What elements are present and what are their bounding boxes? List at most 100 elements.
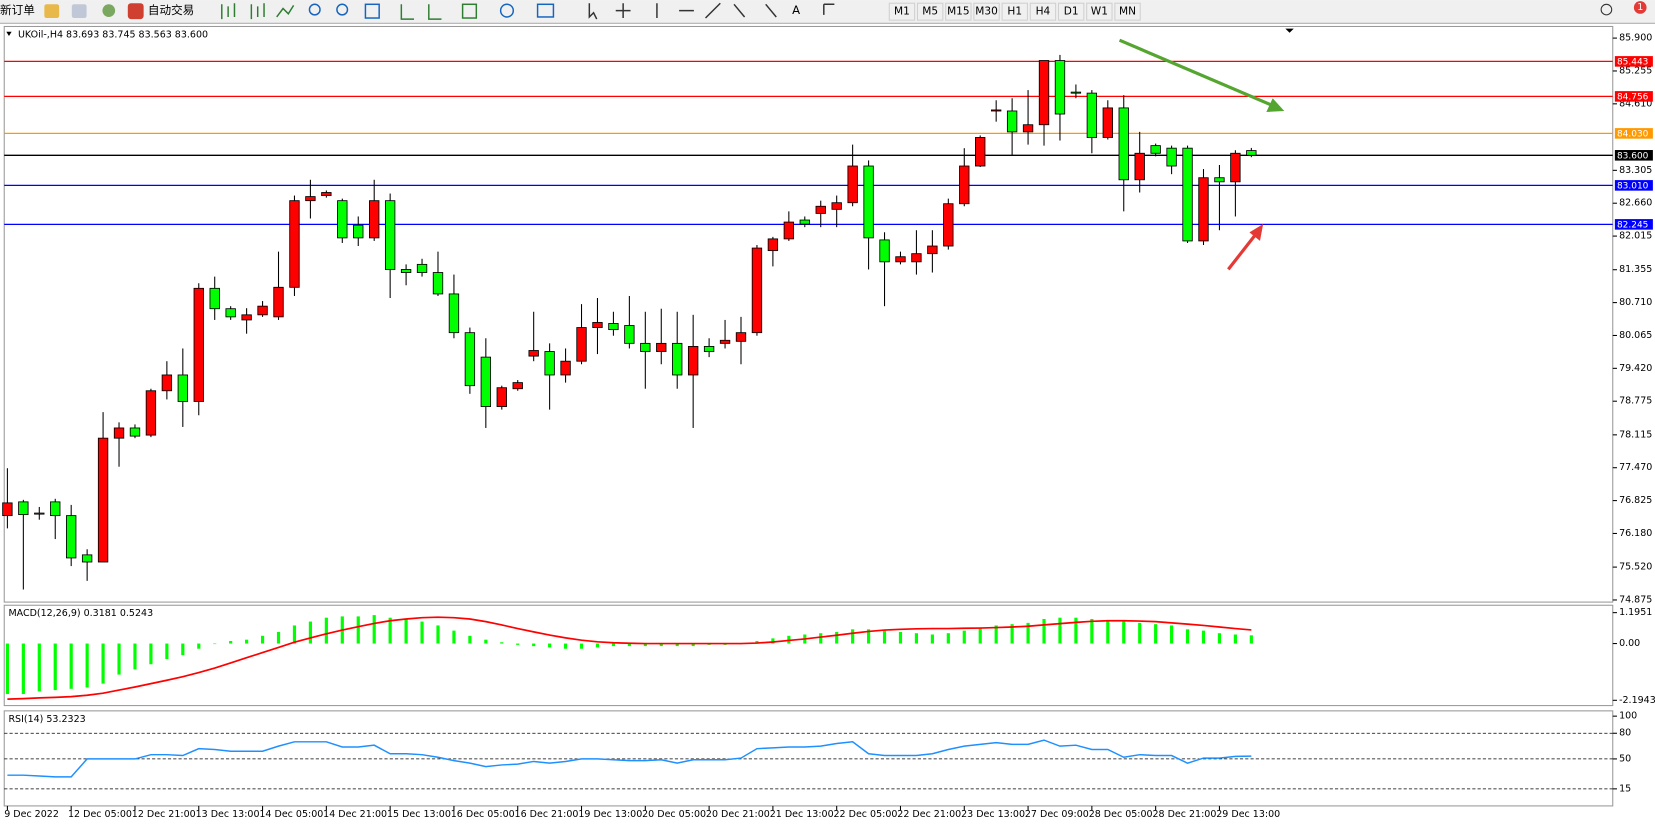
indicator-title: MACD(12,26,9) 0.3181 0.5243: [8, 608, 153, 619]
price-level-label: 84.756: [1617, 92, 1649, 102]
toolbar: 新订单 自动交易 A M1 M5 M15 M30 H1 H4 D1 W1 MN 1: [0, 0, 1655, 24]
timeframes: M1 M5 M15 M30 H1 H4 D1 W1 MN: [888, 2, 1141, 21]
timeframe-button[interactable]: [1001, 2, 1028, 21]
y-tick-label: -2.1943: [1619, 695, 1655, 706]
candle-body: [735, 332, 747, 342]
macd-bar: [563, 643, 568, 649]
panel-menu[interactable]: [6, 31, 12, 36]
icon[interactable]: [461, 3, 478, 19]
icon[interactable]: [499, 3, 515, 18]
icon[interactable]: [71, 4, 87, 19]
macd-bar: [1217, 633, 1222, 644]
macd-bar: [579, 643, 584, 649]
timeframe-button[interactable]: [973, 2, 1000, 21]
icon[interactable]: [364, 3, 380, 19]
icon[interactable]: [308, 3, 321, 16]
macd-bar: [1010, 624, 1014, 644]
timeframe-label[interactable]: D1: [1064, 6, 1079, 18]
timeframe-label[interactable]: MN: [1119, 6, 1136, 18]
candle-body: [97, 437, 109, 563]
macd-bar: [1042, 618, 1046, 644]
icon[interactable]: [127, 3, 144, 20]
timeframe-button[interactable]: [945, 2, 972, 21]
timeframe-button[interactable]: [1029, 2, 1057, 21]
icon[interactable]: [44, 4, 60, 19]
candle-body: [1166, 147, 1177, 167]
macd-bar: [372, 615, 376, 644]
candle-body: [560, 360, 571, 376]
y-tick-label: 80.710: [1619, 297, 1652, 308]
macd-bar: [292, 625, 297, 644]
price-level-label: 85.443: [1617, 57, 1648, 67]
macd-bar: [611, 643, 616, 647]
y-tick-label: 50: [1619, 753, 1631, 764]
candle-body: [672, 342, 683, 376]
macd-bar: [37, 643, 41, 692]
timeframe-button[interactable]: [1057, 2, 1085, 21]
y-tick-label: 78.115: [1619, 429, 1652, 440]
candle-body: [975, 137, 986, 167]
icon[interactable]: [250, 3, 265, 20]
icon[interactable]: [588, 3, 598, 20]
candle-body: [624, 325, 635, 344]
y-tick-label: 85.255: [1619, 65, 1652, 76]
macd-bar: [452, 630, 456, 644]
timeframe-button[interactable]: [888, 2, 916, 21]
macd-bar: [1185, 629, 1190, 644]
macd-bar: [1026, 622, 1030, 644]
icon[interactable]: [615, 2, 835, 19]
timeframe-label[interactable]: M30: [975, 6, 998, 18]
candle-body: [608, 323, 619, 331]
macd-bar: [1201, 630, 1206, 644]
timeframe-button[interactable]: [1086, 2, 1113, 21]
candle-body: [273, 286, 284, 318]
alert-badge[interactable]: [1633, 1, 1647, 14]
candle-body: [592, 322, 603, 328]
macd-bar: [117, 643, 121, 675]
icon[interactable]: [221, 3, 236, 20]
x-tick-label: 12 Dec 21:00: [132, 809, 196, 820]
chart-shift: [1285, 28, 1294, 33]
macd-bar: [914, 633, 919, 644]
macd-bar: [388, 617, 392, 644]
candle-body: [225, 308, 236, 318]
timeframe-button[interactable]: [916, 2, 944, 21]
macd-bar: [691, 643, 695, 647]
text-tool[interactable]: A: [792, 3, 800, 17]
icon[interactable]: [400, 4, 442, 20]
candle-body: [161, 374, 173, 392]
macd-bar: [978, 628, 982, 644]
timeframe-label[interactable]: H4: [1036, 6, 1051, 18]
timeframe-label[interactable]: M1: [894, 6, 910, 18]
macd-bar: [1138, 622, 1142, 644]
timeframe-label[interactable]: W1: [1091, 6, 1108, 18]
macd-bar: [1249, 635, 1253, 644]
candle-body: [512, 382, 523, 390]
timeframe-label[interactable]: H1: [1007, 6, 1022, 18]
candle-body: [480, 356, 492, 407]
timeframe-label[interactable]: M5: [922, 6, 938, 18]
timeframe-button[interactable]: [1114, 2, 1141, 21]
candle-body: [353, 224, 364, 239]
macd-bar: [213, 643, 217, 645]
icon[interactable]: [276, 4, 295, 18]
auto-trading[interactable]: 自动交易: [148, 3, 194, 17]
new-order[interactable]: 新订单: [0, 3, 35, 17]
candle-body: [416, 263, 428, 273]
macd-bar: [1090, 618, 1094, 644]
icon[interactable]: [102, 4, 116, 17]
timeframe-label[interactable]: M15: [947, 6, 970, 18]
macd-bar: [484, 639, 488, 644]
icon[interactable]: [336, 3, 349, 16]
y-tick-label: 82.015: [1619, 231, 1652, 242]
alert-count[interactable]: 1: [1637, 2, 1643, 13]
search-icon[interactable]: [1600, 3, 1613, 16]
candle-body: [1198, 177, 1209, 242]
x-tick-label: 27 Dec 09:00: [1025, 809, 1089, 820]
macd-panel: [3, 604, 1614, 707]
y-tick-label: 80.065: [1619, 330, 1652, 341]
icon[interactable]: [536, 3, 555, 18]
x-tick-label: 21 Dec 13:00: [770, 809, 834, 820]
x-tick-label: 20 Dec 21:00: [706, 809, 770, 820]
